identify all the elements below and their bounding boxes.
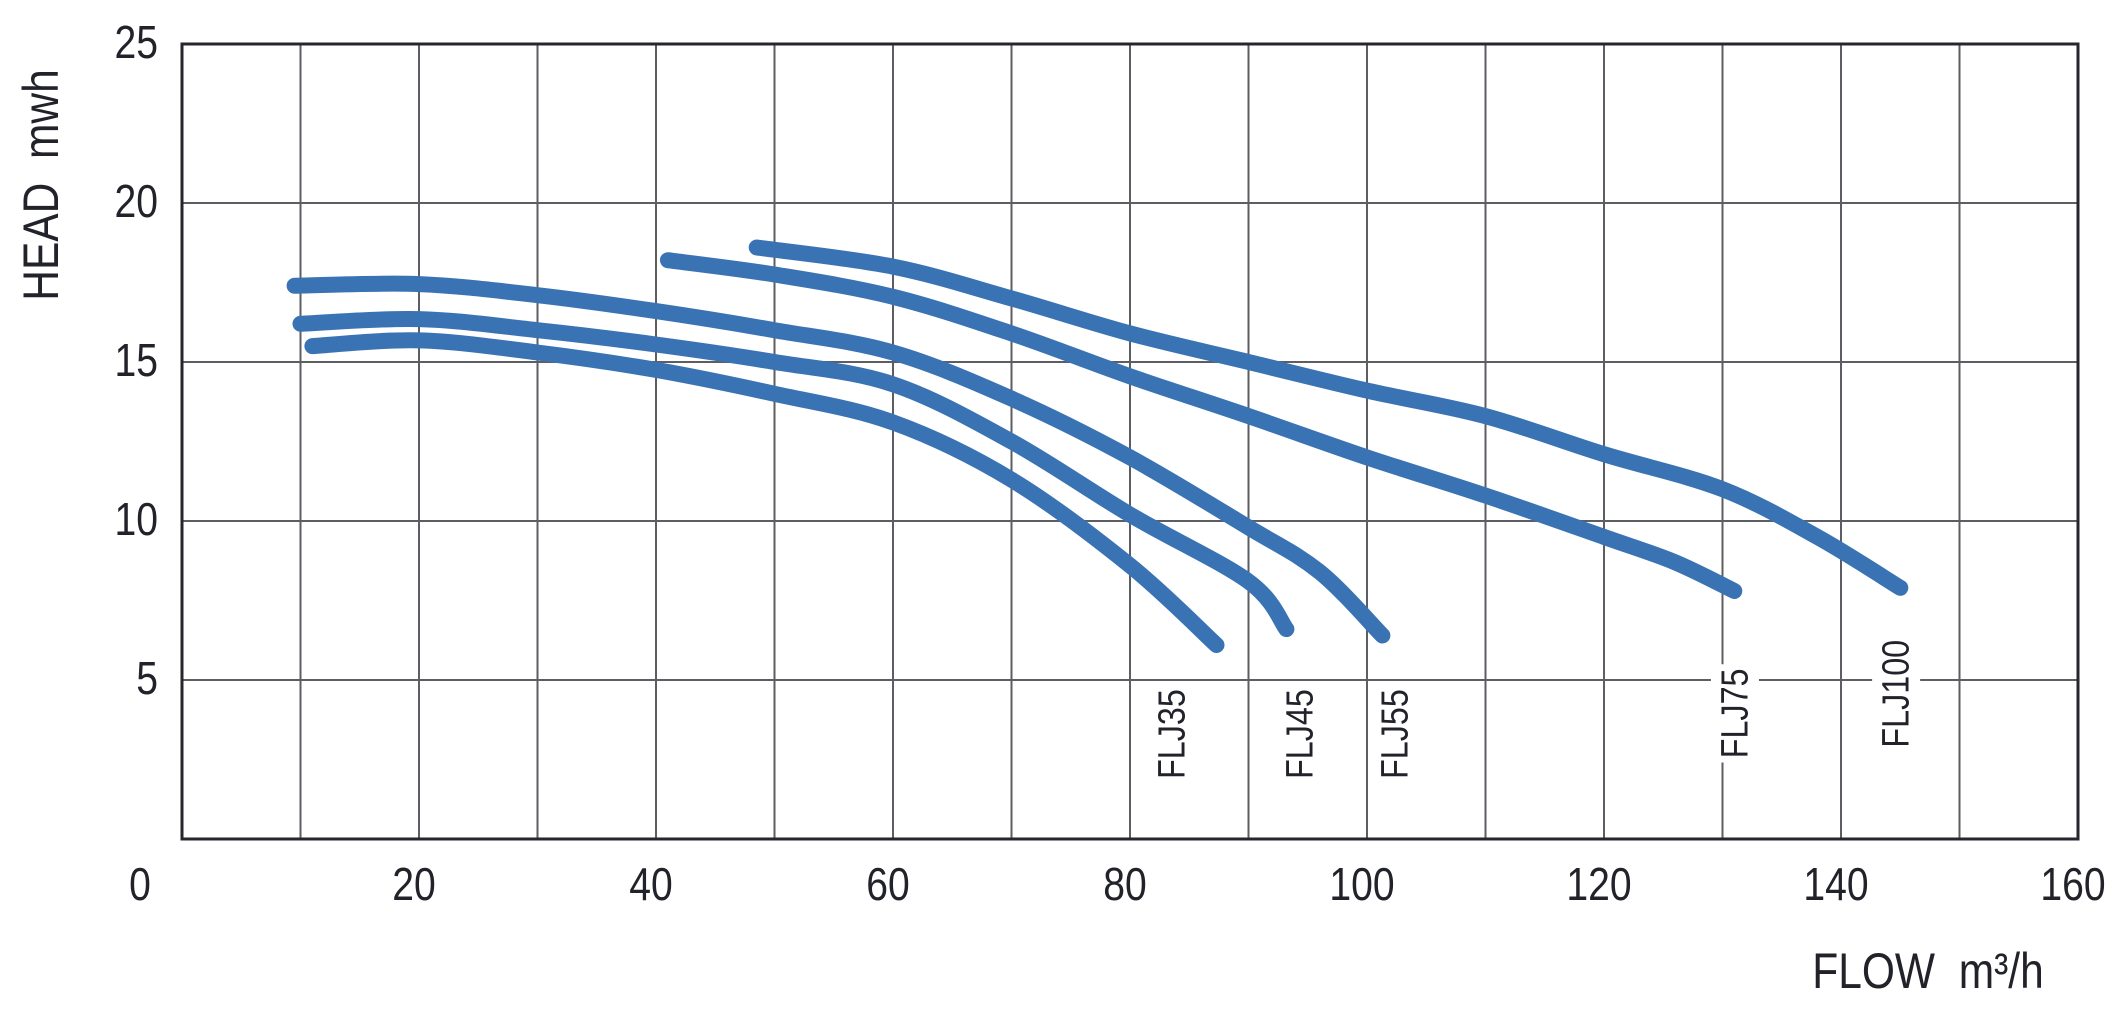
curve-label: FLJ45 bbox=[1279, 689, 1321, 779]
curves-layer bbox=[286, 239, 1909, 653]
y-tick-label: 15 bbox=[115, 335, 158, 387]
x-tick-label: 160 bbox=[2040, 859, 2105, 911]
x-tick-label: 40 bbox=[629, 859, 672, 911]
x-tick-label: 120 bbox=[1566, 859, 1631, 911]
x-tick-label: 140 bbox=[1803, 859, 1868, 911]
pump-curve-FLJ55 bbox=[286, 275, 1391, 644]
tick-labels-layer: 0 20 40 60 80 100 120 140 160 5 10 15 20 25 bbox=[115, 17, 2106, 911]
curve-label-group: FLJ55 bbox=[1370, 684, 1419, 784]
curve-label-group: FLJ35 bbox=[1148, 684, 1197, 784]
y-tick-label: 10 bbox=[115, 494, 158, 546]
curve-label-backdrop bbox=[1276, 684, 1325, 784]
x-tick-label: 0 bbox=[129, 859, 151, 911]
y-tick-label: 5 bbox=[136, 653, 158, 705]
curve-label: FLJ35 bbox=[1151, 689, 1193, 779]
y-tick-label: 20 bbox=[115, 176, 158, 228]
plot-border bbox=[180, 42, 2080, 841]
x-tick-label: 100 bbox=[1329, 859, 1394, 911]
curve-label-backdrop bbox=[1148, 684, 1197, 784]
x-tick-label: 60 bbox=[866, 859, 909, 911]
pump-curve-FLJ75 bbox=[659, 252, 1743, 599]
pump-curve-FLJ100 bbox=[748, 239, 1909, 596]
x-axis-title: FLOW m³/h bbox=[1812, 943, 2043, 999]
x-tick-label: 80 bbox=[1103, 859, 1146, 911]
curve-label-group: FLJ100 bbox=[1872, 635, 1921, 752]
curve-label-backdrop bbox=[1872, 635, 1921, 752]
curve-label-group: FLJ75 bbox=[1710, 664, 1759, 763]
plot-border-layer bbox=[180, 42, 2080, 841]
curve-labels-layer: FLJ35 FLJ45 FLJ55 FLJ75 FLJ100 bbox=[1148, 635, 1921, 784]
curve-label-group: FLJ45 bbox=[1276, 684, 1325, 784]
pump-curve-FLJ35 bbox=[304, 332, 1225, 653]
curve-label-backdrop bbox=[1370, 684, 1419, 784]
curve-label-backdrop bbox=[1710, 664, 1759, 763]
curve-label: FLJ55 bbox=[1374, 689, 1416, 779]
pump-curve-FLJ45 bbox=[292, 310, 1295, 638]
axis-titles-layer: HEAD mwh FLOW m³/h bbox=[13, 69, 2044, 999]
grid-layer bbox=[182, 44, 2078, 839]
curve-label: FLJ100 bbox=[1875, 640, 1917, 748]
curve-label: FLJ75 bbox=[1714, 669, 1756, 759]
y-tick-label: 25 bbox=[115, 17, 158, 69]
x-tick-label: 20 bbox=[392, 859, 435, 911]
y-axis-title: HEAD mwh bbox=[13, 69, 69, 300]
